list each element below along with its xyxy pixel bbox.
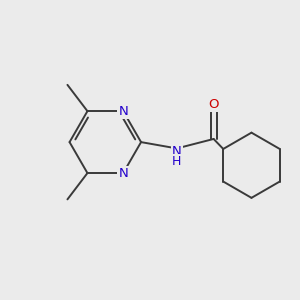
Text: N: N	[172, 145, 182, 158]
Text: N: N	[118, 167, 128, 180]
Text: N: N	[118, 105, 128, 118]
Text: H: H	[172, 155, 182, 168]
Text: O: O	[208, 98, 219, 111]
